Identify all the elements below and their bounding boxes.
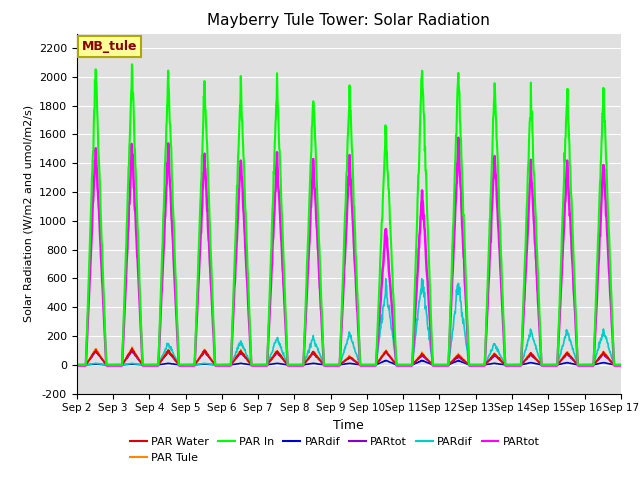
Text: MB_tule: MB_tule [82,40,138,53]
Y-axis label: Solar Radiation (W/m2 and umol/m2/s): Solar Radiation (W/m2 and umol/m2/s) [23,105,33,322]
Legend: PAR Water, PAR Tule, PAR In, PARdif, PARtot, PARdif, PARtot: PAR Water, PAR Tule, PAR In, PARdif, PAR… [126,433,544,467]
Title: Mayberry Tule Tower: Solar Radiation: Mayberry Tule Tower: Solar Radiation [207,13,490,28]
X-axis label: Time: Time [333,419,364,432]
